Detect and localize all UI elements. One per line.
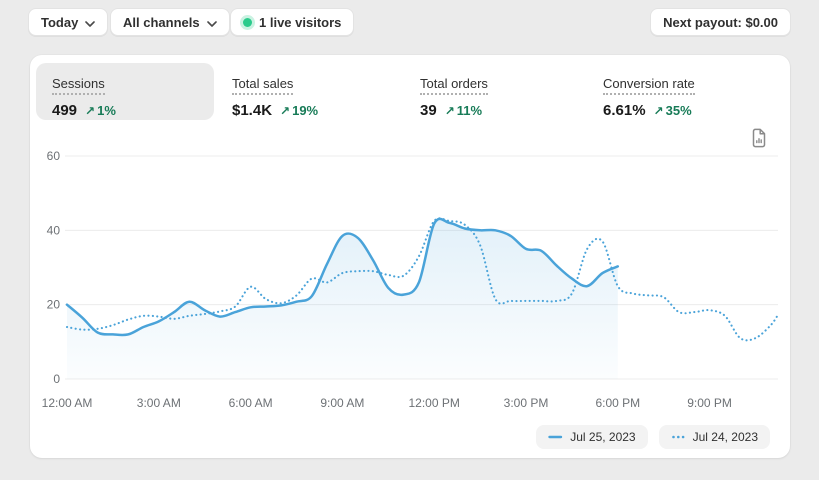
chevron-down-icon [206,15,217,30]
chevron-down-icon [85,15,96,30]
solid-line-icon [548,435,563,439]
next-payout-label: Next payout: $0.00 [663,14,778,30]
metric-value: 499 [52,102,78,119]
metric-tab-total-orders[interactable]: Total orders 39 ↗ 11% [420,75,488,119]
svg-text:40: 40 [47,223,61,237]
increase-arrow-icon: ↗ [280,104,291,118]
metric-label: Conversion rate [603,76,695,95]
increase-arrow-icon: ↗ [444,104,455,118]
svg-text:6:00 PM: 6:00 PM [595,396,640,410]
channel-filter-button[interactable]: All channels [110,8,230,36]
topbar: Today All channels 1 live visitors Next … [0,0,819,46]
metric-tab-conversion-rate[interactable]: Conversion rate 6.61% ↗ 35% [603,75,695,119]
svg-text:3:00 PM: 3:00 PM [504,396,549,410]
svg-text:9:00 PM: 9:00 PM [687,396,732,410]
analytics-card: Sessions 499 ↗ 1% Total sales $1.4K ↗ 19… [30,55,790,458]
metric-change-value: 11% [456,103,483,118]
legend-label: Jul 24, 2023 [692,430,758,444]
chart-legend: Jul 25, 2023 Jul 24, 2023 [536,425,770,449]
metric-tab-sessions[interactable]: Sessions 499 ↗ 1% [52,75,116,119]
metric-label: Sessions [52,76,105,95]
svg-text:9:00 AM: 9:00 AM [320,396,364,410]
metric-value: $1.4K [232,102,273,119]
live-visitors-label: 1 live visitors [259,14,342,30]
metric-label: Total sales [232,76,294,95]
live-visitors-dot-icon [243,17,252,27]
active-metric-highlight [36,63,214,120]
increase-arrow-icon: ↗ [85,104,96,118]
svg-text:12:00 AM: 12:00 AM [42,396,93,410]
metric-change-value: 35% [665,103,692,118]
svg-text:6:00 AM: 6:00 AM [229,396,273,410]
svg-text:20: 20 [47,298,61,312]
metric-change-value: 19% [292,103,319,118]
svg-text:12:00 PM: 12:00 PM [409,396,460,410]
date-range-label: Today [41,14,79,30]
metric-label: Total orders [420,76,488,95]
next-payout-button[interactable]: Next payout: $0.00 [650,8,791,36]
dotted-line-icon [671,435,685,439]
legend-item-jul-24[interactable]: Jul 24, 2023 [658,425,770,449]
channel-filter-label: All channels [123,14,200,30]
export-report-button[interactable] [748,127,770,149]
sessions-line-chart[interactable]: 0 20 40 60 12:00 AM 3:00 AM 6:00 AM 9:00 AM 12:0… [30,55,790,458]
live-visitors-badge[interactable]: 1 live visitors [230,8,355,36]
svg-text:60: 60 [47,149,61,163]
date-range-button[interactable]: Today [28,8,109,36]
legend-label: Jul 25, 2023 [570,430,636,444]
metric-value: 39 [420,102,437,119]
metric-change-value: 1% [97,103,116,118]
document-chart-icon [752,128,766,148]
svg-text:3:00 AM: 3:00 AM [137,396,181,410]
metric-value: 6.61% [603,102,646,119]
legend-item-jul-25[interactable]: Jul 25, 2023 [536,425,648,449]
increase-arrow-icon: ↗ [653,104,664,118]
metric-tab-total-sales[interactable]: Total sales $1.4K ↗ 19% [232,75,318,119]
svg-text:0: 0 [53,372,60,386]
